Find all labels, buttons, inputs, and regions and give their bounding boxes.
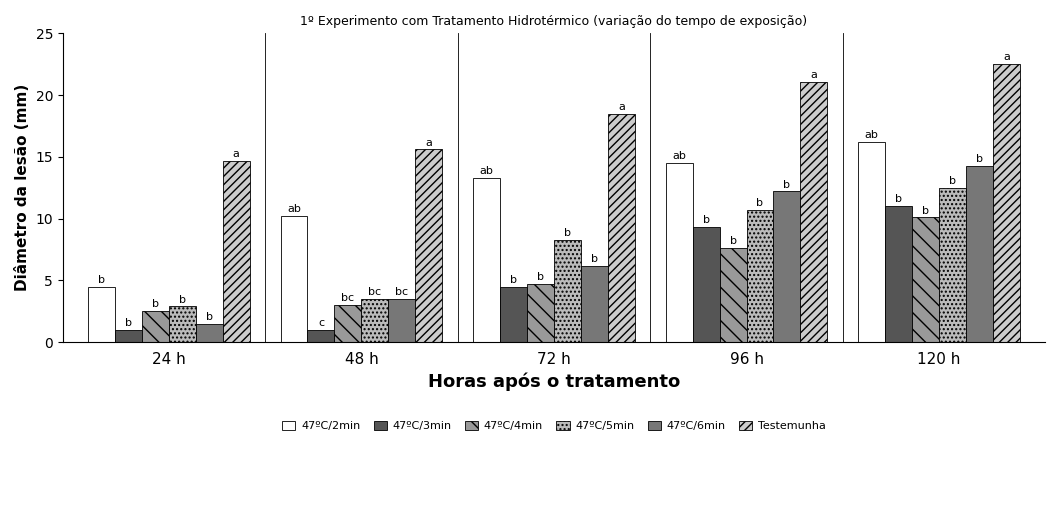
Bar [196,323,223,342]
Text: b: b [152,300,159,309]
Bar [966,165,993,342]
Title: 1º Experimento com Tratamento Hidrotérmico (variação do tempo de exposição): 1º Experimento com Tratamento Hidrotérmi… [300,15,808,28]
Text: b: b [729,236,737,246]
Bar [800,82,828,342]
Text: b: b [590,254,598,264]
Bar [223,161,250,342]
Bar [581,266,607,342]
Bar [527,284,554,342]
Text: b: b [783,179,791,190]
Bar [361,299,388,342]
Bar [720,248,746,342]
Bar [307,330,334,342]
Text: b: b [537,272,544,282]
Bar [416,150,442,342]
Bar [993,64,1020,342]
Text: b: b [510,275,517,285]
Text: b: b [98,275,105,285]
Bar [746,210,774,342]
Text: b: b [949,176,956,186]
Text: a: a [811,69,817,80]
Legend: 47ºC/2min, 47ºC/3min, 47ºC/4min, 47ºC/5min, 47ºC/6min, Testemunha: 47ºC/2min, 47ºC/3min, 47ºC/4min, 47ºC/5m… [278,416,830,436]
Bar [114,330,142,342]
Bar [281,216,307,342]
X-axis label: Horas após o tratamento: Horas após o tratamento [428,373,681,391]
Bar [912,218,939,342]
Bar [859,142,885,342]
Text: b: b [179,295,186,305]
Text: ab: ab [479,166,494,176]
Text: b: b [922,205,930,215]
Text: c: c [318,318,324,328]
Text: b: b [125,318,131,328]
Text: a: a [233,149,240,159]
Text: ab: ab [865,130,879,140]
Text: b: b [703,215,709,226]
Bar [692,227,720,342]
Bar [607,114,635,342]
Text: a: a [425,137,432,148]
Bar [554,240,581,342]
Bar [939,188,966,342]
Bar [500,286,527,342]
Text: bc: bc [341,293,354,303]
Bar [473,178,500,342]
Text: b: b [976,154,983,164]
Bar [334,305,361,342]
Text: b: b [895,195,902,204]
Bar [885,206,912,342]
Text: ab: ab [672,151,686,161]
Bar [666,163,692,342]
Text: bc: bc [395,287,408,297]
Text: ab: ab [287,204,301,214]
Text: a: a [618,102,624,112]
Text: b: b [206,312,213,322]
Text: b: b [757,198,763,208]
Bar [142,311,169,342]
Text: a: a [1003,52,1010,62]
Bar [88,286,114,342]
Bar [774,192,800,342]
Y-axis label: Diâmetro da lesão (mm): Diâmetro da lesão (mm) [15,84,30,292]
Bar [388,299,416,342]
Bar [169,306,196,342]
Text: b: b [564,228,571,238]
Text: bc: bc [368,287,382,297]
